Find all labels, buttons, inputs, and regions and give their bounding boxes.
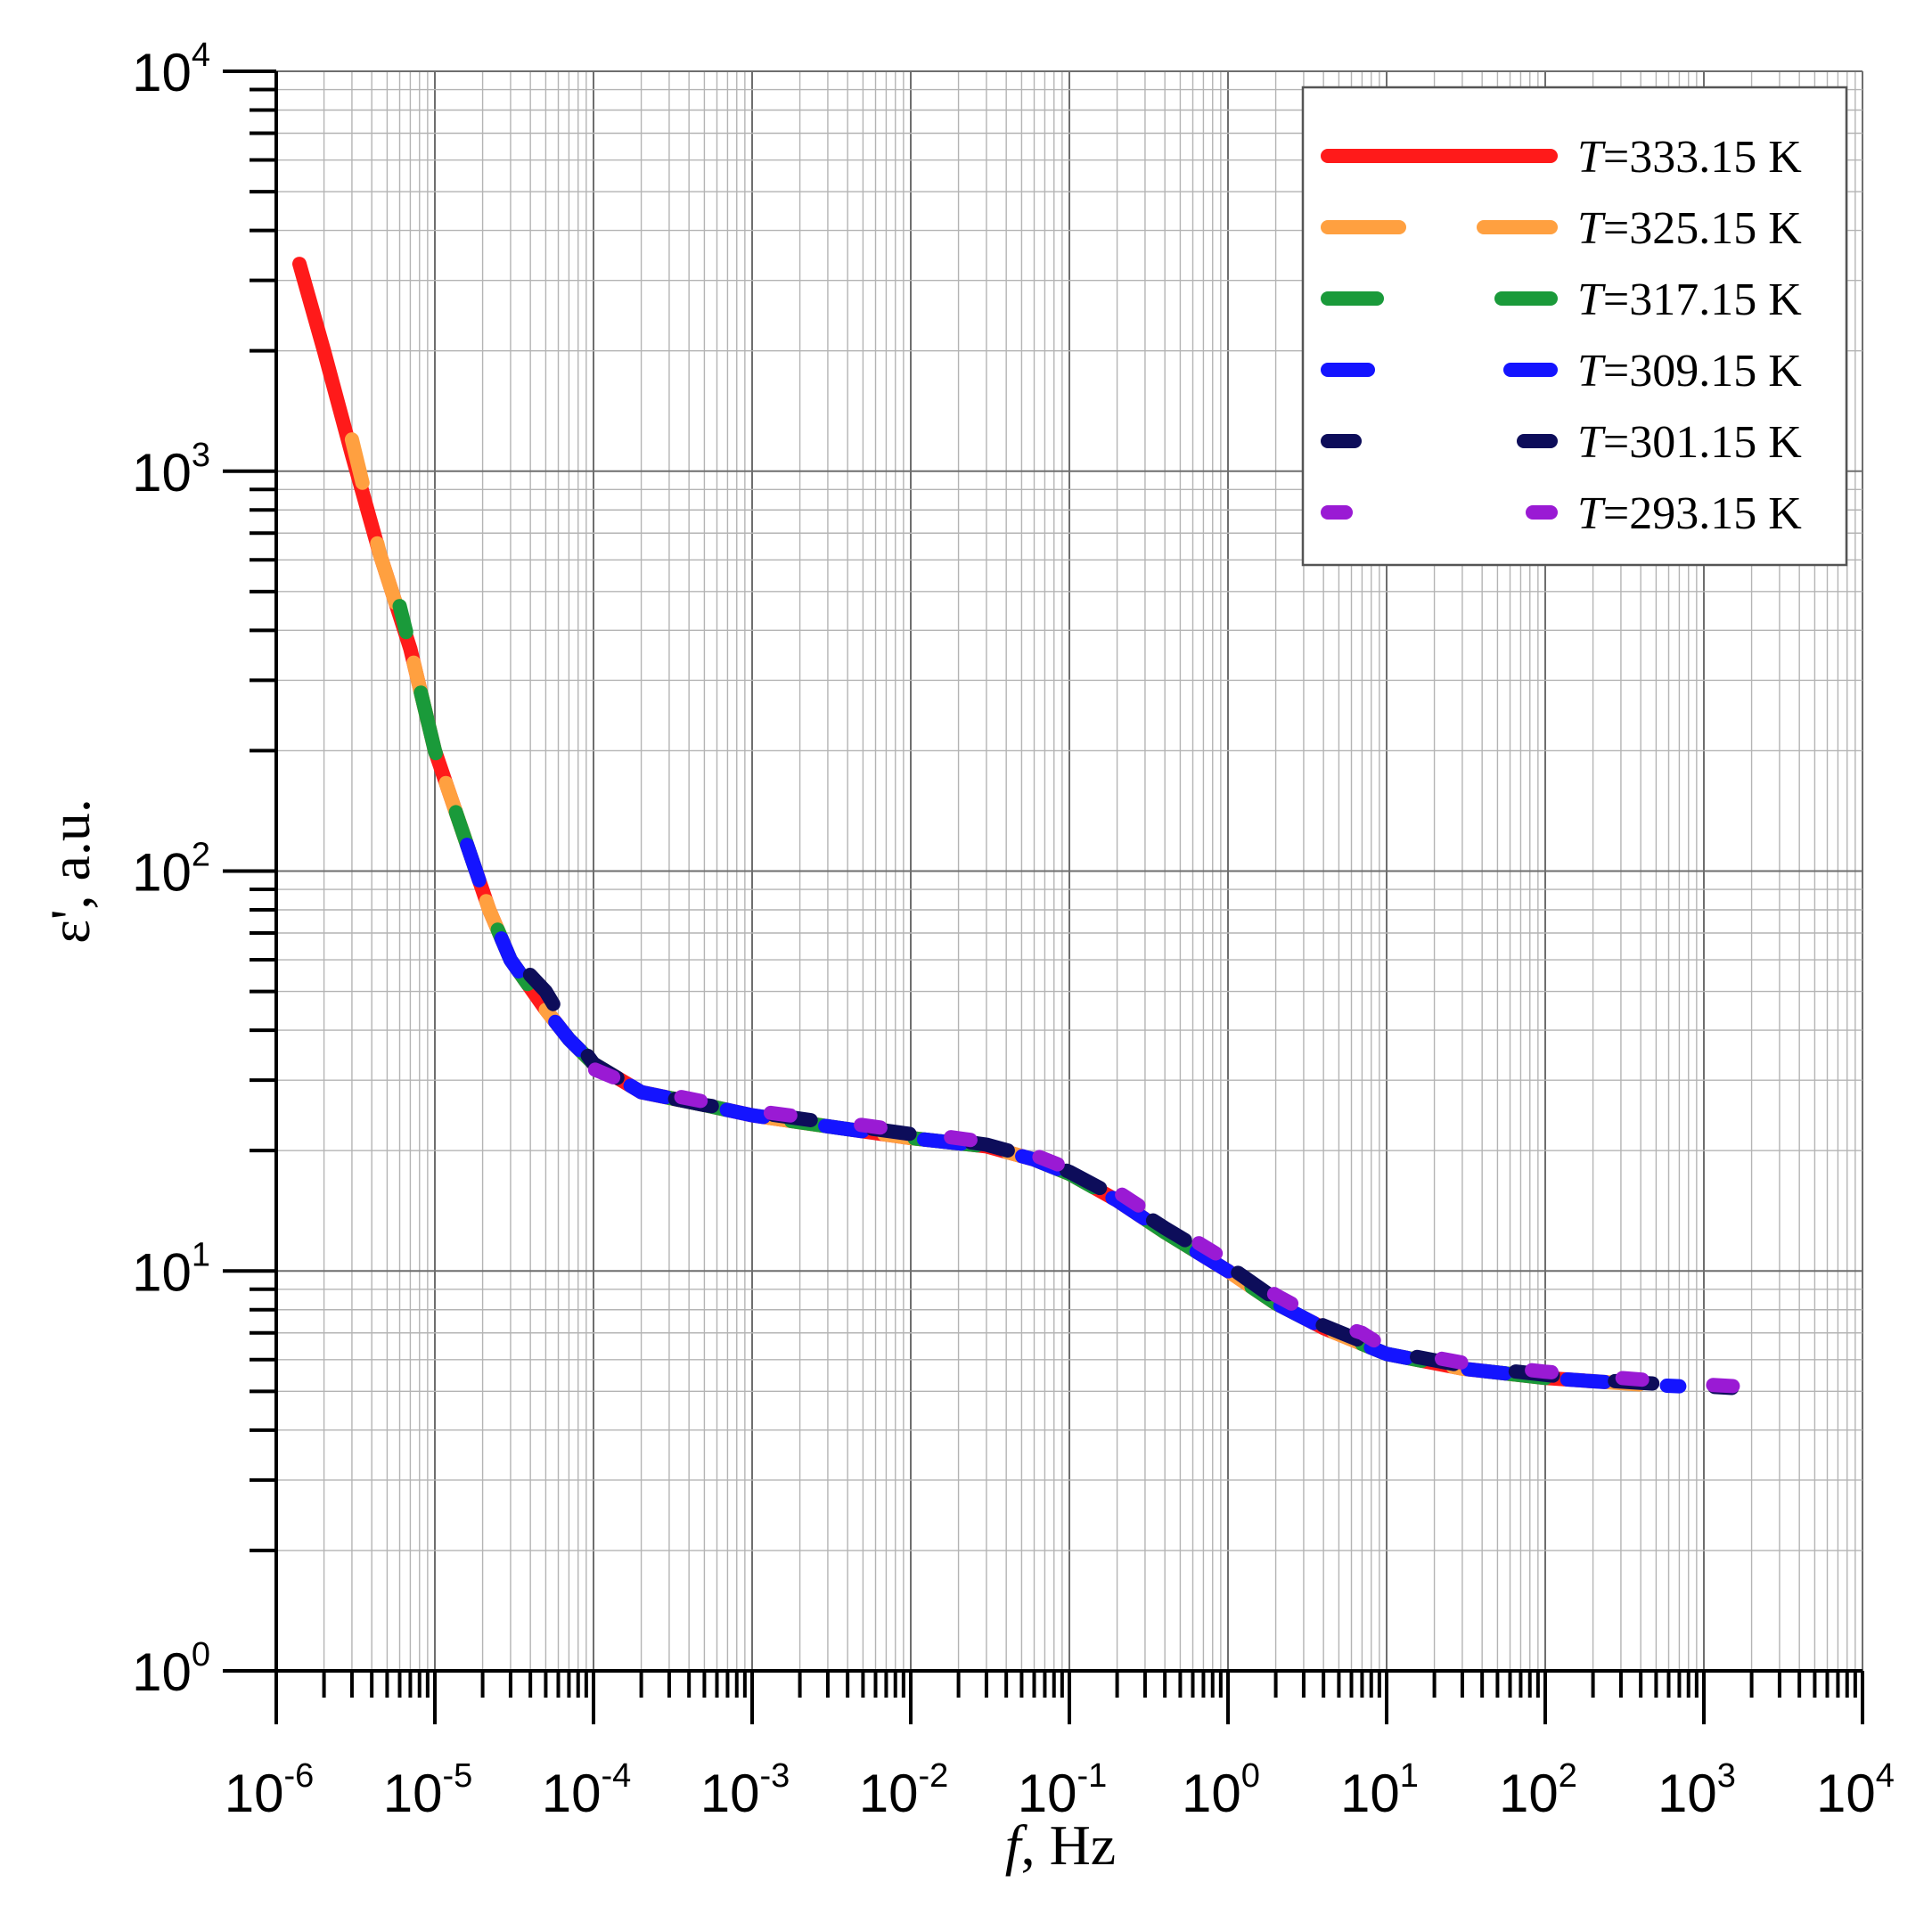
y-tick-label: 101 <box>132 1236 210 1302</box>
y-axis-title: ε', a.u. <box>38 798 102 944</box>
x-tick-label-base: 10 <box>700 1764 760 1823</box>
legend-box <box>1301 86 1848 567</box>
axes: 10-6 10-5 10-4 10-3 10-2 10-1 100 101 102 103 1041… <box>38 37 1895 1877</box>
x-tick-label-base: 10 <box>542 1764 602 1823</box>
legend-label-value: =333.15 K <box>1603 132 1802 183</box>
x-tick-label-exponent: 4 <box>1876 1757 1895 1795</box>
x-tick-label: 101 <box>1340 1757 1419 1823</box>
x-tick-label-base: 10 <box>1499 1764 1559 1823</box>
y-tick-label: 103 <box>132 437 210 503</box>
legend-label-variable: T <box>1577 417 1606 468</box>
series-line <box>586 1061 1774 1395</box>
y-tick-label-exponent: 2 <box>192 837 210 874</box>
y-tick-label-exponent: 3 <box>192 437 210 474</box>
legend-label-value: =309.15 K <box>1603 346 1802 397</box>
x-axis-title-unit: , Hz <box>1021 1813 1117 1877</box>
legend-label: T=293.15 K <box>1577 488 1802 539</box>
x-tick-label: 103 <box>1658 1757 1736 1823</box>
x-tick-label-exponent: 1 <box>1400 1757 1419 1795</box>
x-tick-label: 10-3 <box>700 1757 790 1823</box>
y-tick-label: 102 <box>132 837 210 903</box>
x-tick-label: 10-2 <box>859 1757 949 1823</box>
legend-label-variable: T <box>1577 132 1606 183</box>
legend: T=333.15 KT=325.15 KT=317.15 KT=309.15 K… <box>1301 86 1848 567</box>
legend-label: T=309.15 K <box>1577 346 1802 397</box>
legend-label-variable: T <box>1577 346 1606 397</box>
y-tick-label: 104 <box>132 37 210 102</box>
x-tick-label: 10-5 <box>383 1757 473 1823</box>
y-tick-label-exponent: 4 <box>192 37 210 74</box>
x-tick-label-exponent: -2 <box>918 1757 948 1795</box>
y-tick-label-base: 10 <box>132 443 192 503</box>
legend-label-variable: T <box>1577 203 1606 254</box>
x-tick-label-base: 10 <box>225 1764 284 1823</box>
y-tick-label-base: 10 <box>132 1642 192 1702</box>
x-tick-label-base: 10 <box>383 1764 443 1823</box>
series-layer <box>292 257 1774 1395</box>
x-tick-label: 10-6 <box>225 1757 315 1823</box>
x-tick-label-base: 10 <box>859 1764 919 1823</box>
x-tick-label-base: 10 <box>1340 1764 1400 1823</box>
legend-label-value: =325.15 K <box>1603 203 1802 254</box>
x-tick-label-exponent: -5 <box>442 1757 472 1795</box>
x-axis-title: f, Hz <box>1005 1813 1116 1877</box>
legend-label: T=333.15 K <box>1577 132 1802 183</box>
legend-label-value: =301.15 K <box>1603 417 1802 468</box>
legend-label-value: =317.15 K <box>1603 274 1802 325</box>
legend-label: T=325.15 K <box>1577 203 1802 254</box>
y-tick-label-exponent: 1 <box>192 1236 210 1273</box>
x-tick-label: 10-1 <box>1018 1757 1108 1823</box>
x-tick-label-exponent: 0 <box>1241 1757 1260 1795</box>
y-tick-label-base: 10 <box>132 1242 192 1302</box>
x-tick-label: 102 <box>1499 1757 1577 1823</box>
x-tick-label-exponent: -3 <box>759 1757 790 1795</box>
x-tick-label-base: 10 <box>1658 1764 1717 1823</box>
x-tick-label-exponent: -4 <box>601 1757 631 1795</box>
legend-label-value: =293.15 K <box>1603 488 1802 539</box>
x-tick-label-exponent: 3 <box>1717 1757 1736 1795</box>
x-tick-label-base: 10 <box>1018 1764 1077 1823</box>
x-tick-label-exponent: 2 <box>1559 1757 1577 1795</box>
x-tick-label: 10-4 <box>542 1757 632 1823</box>
x-tick-label-exponent: -6 <box>283 1757 314 1795</box>
x-tick-label: 104 <box>1816 1757 1895 1823</box>
legend-label: T=317.15 K <box>1577 274 1802 325</box>
x-tick-label-base: 10 <box>1182 1764 1241 1823</box>
x-tick-label: 100 <box>1182 1757 1260 1823</box>
y-tick-label: 100 <box>132 1636 210 1702</box>
legend-label-variable: T <box>1577 274 1606 325</box>
y-tick-label-base: 10 <box>132 843 192 903</box>
legend-label-variable: T <box>1577 488 1606 539</box>
y-tick-label-exponent: 0 <box>192 1636 210 1674</box>
x-tick-label-base: 10 <box>1816 1764 1876 1823</box>
x-tick-label-exponent: -1 <box>1077 1757 1107 1795</box>
y-tick-label-base: 10 <box>132 43 192 102</box>
legend-label: T=301.15 K <box>1577 417 1802 468</box>
